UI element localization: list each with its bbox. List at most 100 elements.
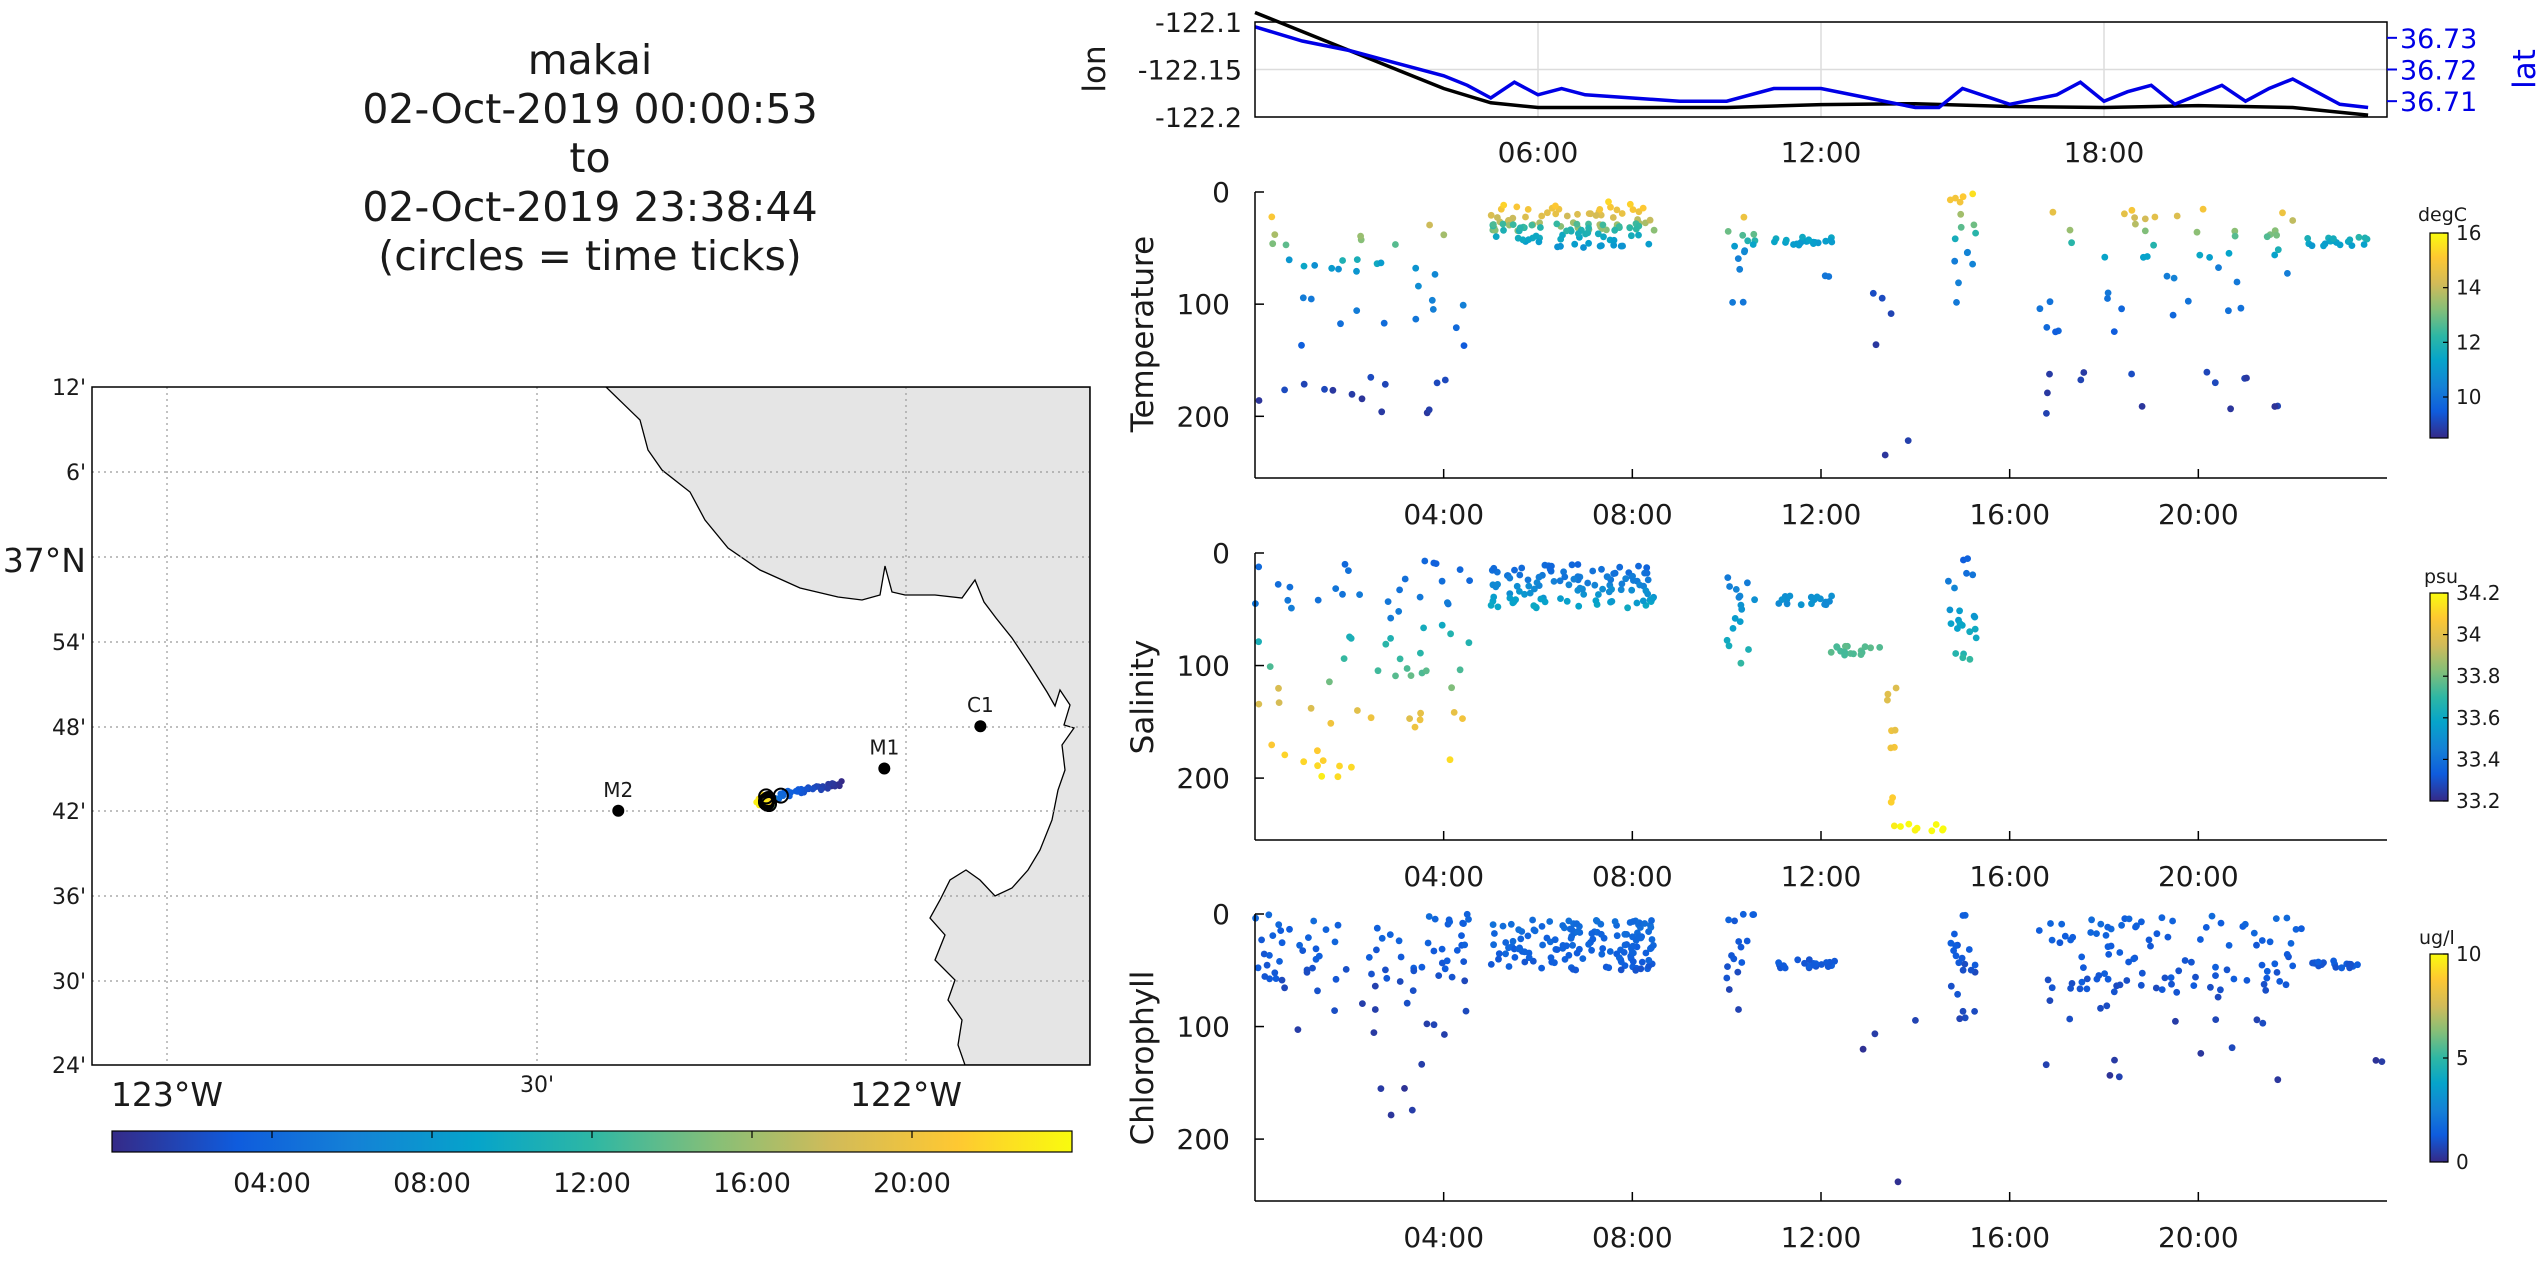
data-point <box>1494 214 1501 221</box>
data-point <box>1502 939 1510 946</box>
data-point <box>1629 572 1636 580</box>
data-point <box>1420 624 1427 632</box>
data-point <box>1507 920 1515 928</box>
data-point <box>2158 986 2166 993</box>
data-point <box>2110 988 2118 996</box>
data-point <box>1541 598 1549 606</box>
data-point <box>2237 304 2245 312</box>
data-point <box>2104 923 2112 931</box>
data-point <box>1563 942 1570 950</box>
data-point <box>1964 555 1971 562</box>
data-point <box>1956 198 1964 206</box>
data-point <box>2088 916 2096 924</box>
data-point <box>1509 221 1517 229</box>
data-point <box>2035 927 2043 934</box>
data-point <box>1452 324 1460 332</box>
data-point <box>1459 715 1466 722</box>
data-point <box>1531 585 1538 593</box>
data-point <box>1575 230 1582 238</box>
data-point <box>1386 931 1394 938</box>
data-point <box>1633 599 1641 607</box>
data-point <box>1418 1060 1426 1068</box>
data-point <box>1332 975 1340 983</box>
data-point <box>1599 585 1606 593</box>
data-point <box>1438 945 1446 953</box>
data-point <box>1632 225 1640 233</box>
y-tick-label: 200 <box>1177 400 1230 433</box>
title-line-to: to <box>569 134 611 182</box>
y-tick-label: 0 <box>1212 537 1230 570</box>
data-point <box>1450 709 1458 716</box>
data-point <box>1596 206 1604 213</box>
data-point <box>2241 920 2249 928</box>
data-point <box>1447 630 1454 638</box>
data-point <box>1571 240 1579 248</box>
data-point <box>1580 244 1587 251</box>
x-tick-label: 16:00 <box>1969 860 2050 893</box>
data-point <box>2052 328 2059 336</box>
data-point <box>1312 955 1320 963</box>
data-point <box>1743 937 1751 945</box>
data-point <box>1959 966 1967 974</box>
data-point <box>2208 912 2216 920</box>
data-point <box>1334 773 1342 781</box>
data-point <box>1365 954 1373 961</box>
data-point <box>1368 970 1375 978</box>
data-point <box>1969 571 1977 579</box>
data-point <box>1969 260 1976 268</box>
data-point <box>2047 920 2054 927</box>
data-point <box>1537 224 1544 231</box>
data-point <box>1861 643 1869 651</box>
data-point <box>1463 910 1471 918</box>
data-point <box>1786 592 1794 600</box>
data-point <box>2289 217 2297 224</box>
salinity-unit: psu <box>2424 566 2458 588</box>
data-point <box>1395 608 1403 615</box>
data-point <box>2308 242 2316 250</box>
data-point <box>1894 1178 1902 1186</box>
data-point <box>1403 999 1411 1007</box>
colorbar-tick-label: 16 <box>2456 221 2481 245</box>
data-point <box>1613 206 1621 214</box>
data-point <box>2080 964 2087 971</box>
data-point <box>1736 618 1744 625</box>
data-point <box>2145 936 2153 944</box>
data-point <box>1336 762 1343 770</box>
data-point <box>2330 235 2337 243</box>
data-point <box>2274 246 2282 254</box>
lat-tick-major: 37°N <box>3 541 86 580</box>
lat-tick-label: 36.73 <box>2400 24 2477 55</box>
data-point <box>1630 949 1637 957</box>
data-point <box>1573 220 1581 228</box>
data-point <box>1805 956 1813 964</box>
data-point <box>2115 1073 2123 1081</box>
data-point <box>1367 373 1375 381</box>
data-point <box>1724 963 1731 970</box>
data-point <box>1850 650 1857 658</box>
data-point <box>1311 262 1319 269</box>
data-point <box>2250 929 2258 937</box>
data-point <box>1647 924 1655 931</box>
data-point <box>2046 370 2053 378</box>
data-point <box>1430 947 1438 955</box>
data-point <box>1599 221 1607 229</box>
data-point <box>2105 951 2113 958</box>
data-point <box>1618 210 1626 217</box>
data-point <box>1648 936 1656 943</box>
data-point <box>2253 1016 2261 1024</box>
data-point <box>1494 581 1501 588</box>
data-point <box>1972 634 1980 642</box>
data-point <box>2110 328 2118 335</box>
data-point <box>1595 591 1602 598</box>
data-point <box>1314 596 1322 604</box>
data-point <box>1970 221 1978 229</box>
data-point <box>1261 973 1269 980</box>
data-point <box>1551 936 1559 944</box>
chlorophyll-points <box>1252 910 2386 1186</box>
data-point <box>1509 937 1517 945</box>
time-colorbar-ticks: 04:00 08:00 12:00 16:00 20:00 <box>233 1131 951 1199</box>
data-point <box>1515 945 1523 953</box>
colorbar-tick-label: 33.4 <box>2456 747 2501 771</box>
data-point <box>2133 922 2140 930</box>
data-point <box>2225 249 2233 257</box>
